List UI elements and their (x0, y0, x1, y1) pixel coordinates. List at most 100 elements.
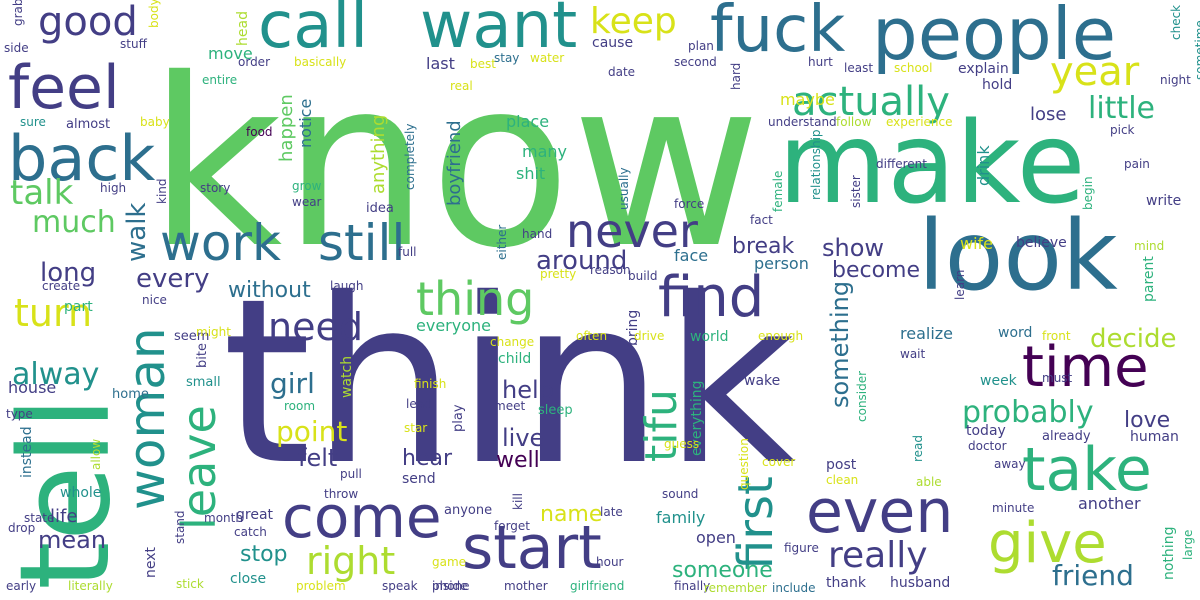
word-everyone: everyone (416, 316, 491, 335)
word-house: house (8, 378, 57, 397)
word-think: think (222, 249, 796, 515)
word-sister: sister (849, 175, 863, 208)
word-story: story (200, 181, 231, 195)
word-understand: understand (768, 115, 837, 129)
word-word: word (998, 325, 1033, 341)
word-first: first (728, 476, 784, 570)
word-side: side (4, 41, 29, 55)
word-bite: bite (195, 343, 210, 368)
word-child: child (498, 351, 532, 367)
word-late: late (600, 505, 623, 519)
word-world: world (690, 329, 729, 345)
word-finally: finally (674, 579, 711, 593)
word-live: live (502, 424, 545, 452)
word-date: date (608, 65, 636, 79)
word-move: move (208, 44, 253, 63)
word-parent: parent (1141, 256, 1157, 302)
word-know: know (148, 29, 762, 299)
word-kind: kind (155, 178, 169, 204)
word-idea: idea (366, 201, 394, 216)
word-state: state (24, 511, 55, 525)
word-anything: anything (368, 114, 389, 194)
word-inside: inside (432, 579, 468, 593)
word-front: front (1042, 329, 1071, 343)
word-boyfriend: boyfriend (444, 120, 465, 206)
word-pick: pick (1110, 123, 1135, 137)
word-give: give (988, 511, 1107, 576)
word-send: send (402, 471, 436, 487)
word-year: year (1050, 49, 1140, 95)
word-high: high (100, 181, 127, 195)
word-love: love (1124, 408, 1171, 433)
word-many: many (522, 142, 567, 161)
word-problem: problem (296, 579, 346, 593)
word-different: different (876, 157, 927, 171)
word-hurt: hurt (808, 55, 833, 69)
word-night: night (1160, 73, 1191, 87)
word-friend: friend (1052, 559, 1134, 592)
word-felt: felt (298, 444, 338, 472)
word-play: play (451, 404, 466, 432)
word-full: full (398, 245, 417, 259)
word-stand: stand (173, 510, 187, 544)
word-next: next (143, 546, 159, 578)
word-notice: notice (296, 98, 315, 148)
word-experience: experience (886, 115, 953, 129)
word-back: back (8, 122, 156, 195)
word-meet: meet (494, 399, 526, 413)
word-baby: baby (140, 115, 170, 129)
word-thank: thank (826, 575, 866, 591)
word-already: already (1042, 429, 1091, 444)
word-good: good (38, 0, 138, 45)
word-might: might (196, 325, 231, 339)
word-grab: grab (11, 0, 25, 26)
word-watch: watch (339, 355, 355, 398)
word-second: second (674, 55, 717, 69)
word-water: water (530, 51, 565, 65)
word-best: best (470, 57, 496, 71)
word-home: home (112, 387, 149, 402)
word-build: build (628, 269, 658, 283)
word-nothing: nothing (1161, 526, 1177, 580)
word-pretty: pretty (540, 267, 577, 281)
word-create: create (42, 279, 81, 293)
word-school: school (894, 61, 933, 75)
word-work: work (160, 214, 281, 272)
word-doctor: doctor (968, 439, 1007, 453)
word-remember: remember (704, 581, 767, 595)
word-face: face (674, 246, 709, 265)
word-star: star (404, 421, 428, 435)
word-last: last (426, 54, 455, 73)
word-throw: throw (324, 487, 359, 501)
word-maybe: maybe (780, 90, 835, 109)
word-sure: sure (20, 115, 46, 129)
word-able: able (916, 475, 942, 489)
word-phone: phone (432, 579, 470, 593)
word-people: people (872, 0, 1117, 76)
word-least: least (844, 61, 874, 75)
word-hear: hear (402, 446, 453, 471)
word-check: check (1169, 4, 1183, 40)
word-large: large (1181, 529, 1195, 560)
word-human: human (1130, 429, 1179, 445)
word-week: week (980, 373, 1017, 389)
word-great: great (236, 507, 274, 523)
word-feel: feel (8, 53, 120, 123)
word-call: call (258, 0, 368, 63)
word-food: food (246, 125, 273, 139)
word-game: game (432, 555, 467, 569)
word-another: another (1078, 494, 1141, 513)
word-wear: wear (292, 195, 322, 209)
word-cover: cover (762, 455, 796, 469)
word-still: still (318, 214, 406, 272)
word-pull: pull (340, 467, 362, 481)
word-plan: plan (688, 39, 714, 53)
word-come: come (282, 483, 442, 551)
word-around: around (536, 246, 628, 276)
word-woman: woman (118, 327, 176, 510)
word-fact: fact (750, 213, 773, 227)
word-real: real (450, 79, 473, 93)
word-walk: walk (122, 202, 152, 262)
word-relationship: relationship (809, 129, 823, 200)
